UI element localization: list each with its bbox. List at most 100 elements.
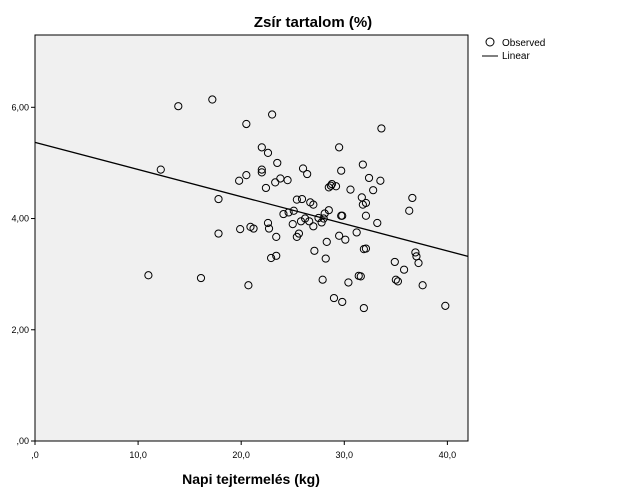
- data-point: [359, 303, 368, 313]
- data-point: [364, 173, 374, 183]
- data-point: [361, 198, 371, 208]
- data-point: [242, 171, 251, 180]
- data-point: [263, 218, 273, 228]
- data-point: [391, 275, 400, 284]
- data-point: [266, 253, 276, 263]
- data-point: [390, 257, 399, 267]
- data-point: [271, 178, 280, 187]
- y-tick-label: ,00: [16, 436, 29, 446]
- data-point: [257, 143, 266, 152]
- data-point: [337, 166, 346, 175]
- data-point: [377, 124, 386, 133]
- data-point: [294, 229, 304, 238]
- data-point: [326, 181, 335, 190]
- data-point: [335, 231, 344, 240]
- data-point: [156, 165, 165, 174]
- data-point: [263, 148, 273, 158]
- data-point: [309, 200, 318, 209]
- data-point: [327, 179, 337, 189]
- data-point: [329, 293, 339, 303]
- data-point: [352, 228, 361, 237]
- y-axis: ,00 2,00 4,00 6,00: [11, 102, 35, 446]
- data-point: [305, 217, 314, 226]
- data-point: [310, 246, 319, 255]
- data-point: [268, 110, 277, 119]
- data-point: [288, 219, 297, 229]
- data-point: [292, 195, 301, 204]
- data-point: [309, 222, 318, 231]
- data-point: [261, 183, 271, 193]
- data-point: [358, 160, 367, 169]
- data-point: [303, 169, 312, 179]
- x-tick-label: 20,0: [232, 450, 250, 460]
- y-tick-label: 6,00: [11, 102, 29, 112]
- data-point: [279, 209, 288, 219]
- data-point: [321, 254, 330, 263]
- data-point: [214, 194, 223, 204]
- data-point: [289, 206, 298, 215]
- fit-line: [34, 141, 469, 257]
- data-point: [208, 95, 217, 104]
- data-point: [411, 248, 420, 257]
- data-point: [283, 176, 292, 185]
- data-point: [331, 182, 341, 191]
- y-tick-label: 2,00: [11, 325, 29, 335]
- data-point: [408, 193, 417, 203]
- data-point: [235, 176, 244, 185]
- data-point: [317, 218, 326, 227]
- data-point: [214, 229, 223, 238]
- data-point: [373, 218, 382, 228]
- data-point: [196, 273, 206, 283]
- data-point: [405, 206, 414, 215]
- data-point: [335, 143, 344, 152]
- data-point: [257, 165, 266, 174]
- x-axis-title: Napi tejtermelés (kg): [182, 471, 320, 487]
- data-point: [361, 244, 371, 253]
- data-point: [341, 235, 350, 244]
- data-point: [319, 214, 328, 223]
- data-point: [174, 102, 183, 111]
- data-point: [338, 297, 347, 307]
- x-tick-label: 40,0: [439, 450, 457, 460]
- x-tick-label: 30,0: [336, 450, 354, 460]
- data-point: [298, 164, 308, 173]
- data-point: [264, 224, 274, 233]
- data-point: [414, 258, 423, 268]
- data-point: [297, 194, 307, 204]
- linear-fit: [34, 141, 469, 257]
- data-point: [144, 271, 153, 280]
- data-point: [301, 214, 310, 223]
- x-tick-label: ,0: [31, 450, 39, 460]
- data-point: [244, 281, 253, 290]
- x-axis: ,0 10,0 20,0 30,0 40,0: [31, 441, 456, 460]
- data-point: [322, 237, 331, 246]
- data-point: [369, 186, 378, 195]
- data-point: [272, 232, 281, 241]
- data-point: [324, 206, 333, 215]
- data-point: [318, 275, 327, 284]
- data-point: [346, 185, 355, 194]
- legend: Observed Linear: [482, 37, 545, 62]
- plot-area: [34, 34, 469, 442]
- data-point: [338, 211, 347, 220]
- data-point: [249, 224, 258, 233]
- data-point: [418, 281, 427, 290]
- data-point: [344, 278, 353, 287]
- data-point: [273, 158, 282, 168]
- data-point: [257, 168, 266, 177]
- data-point: [272, 251, 281, 260]
- legend-linear-label: Linear: [502, 51, 530, 62]
- data-point: [361, 211, 371, 220]
- data-point: [296, 217, 306, 226]
- data-point: [393, 277, 402, 286]
- x-tick-label: 10,0: [129, 450, 147, 460]
- legend-observed-marker: [485, 37, 495, 47]
- data-point: [399, 265, 409, 274]
- data-point: [376, 176, 385, 185]
- y-tick-label: 4,00: [11, 214, 29, 224]
- data-point: [356, 272, 365, 281]
- data-point: [236, 225, 245, 234]
- chart-title: Zsír tartalom (%): [254, 14, 372, 31]
- data-point: [242, 119, 251, 129]
